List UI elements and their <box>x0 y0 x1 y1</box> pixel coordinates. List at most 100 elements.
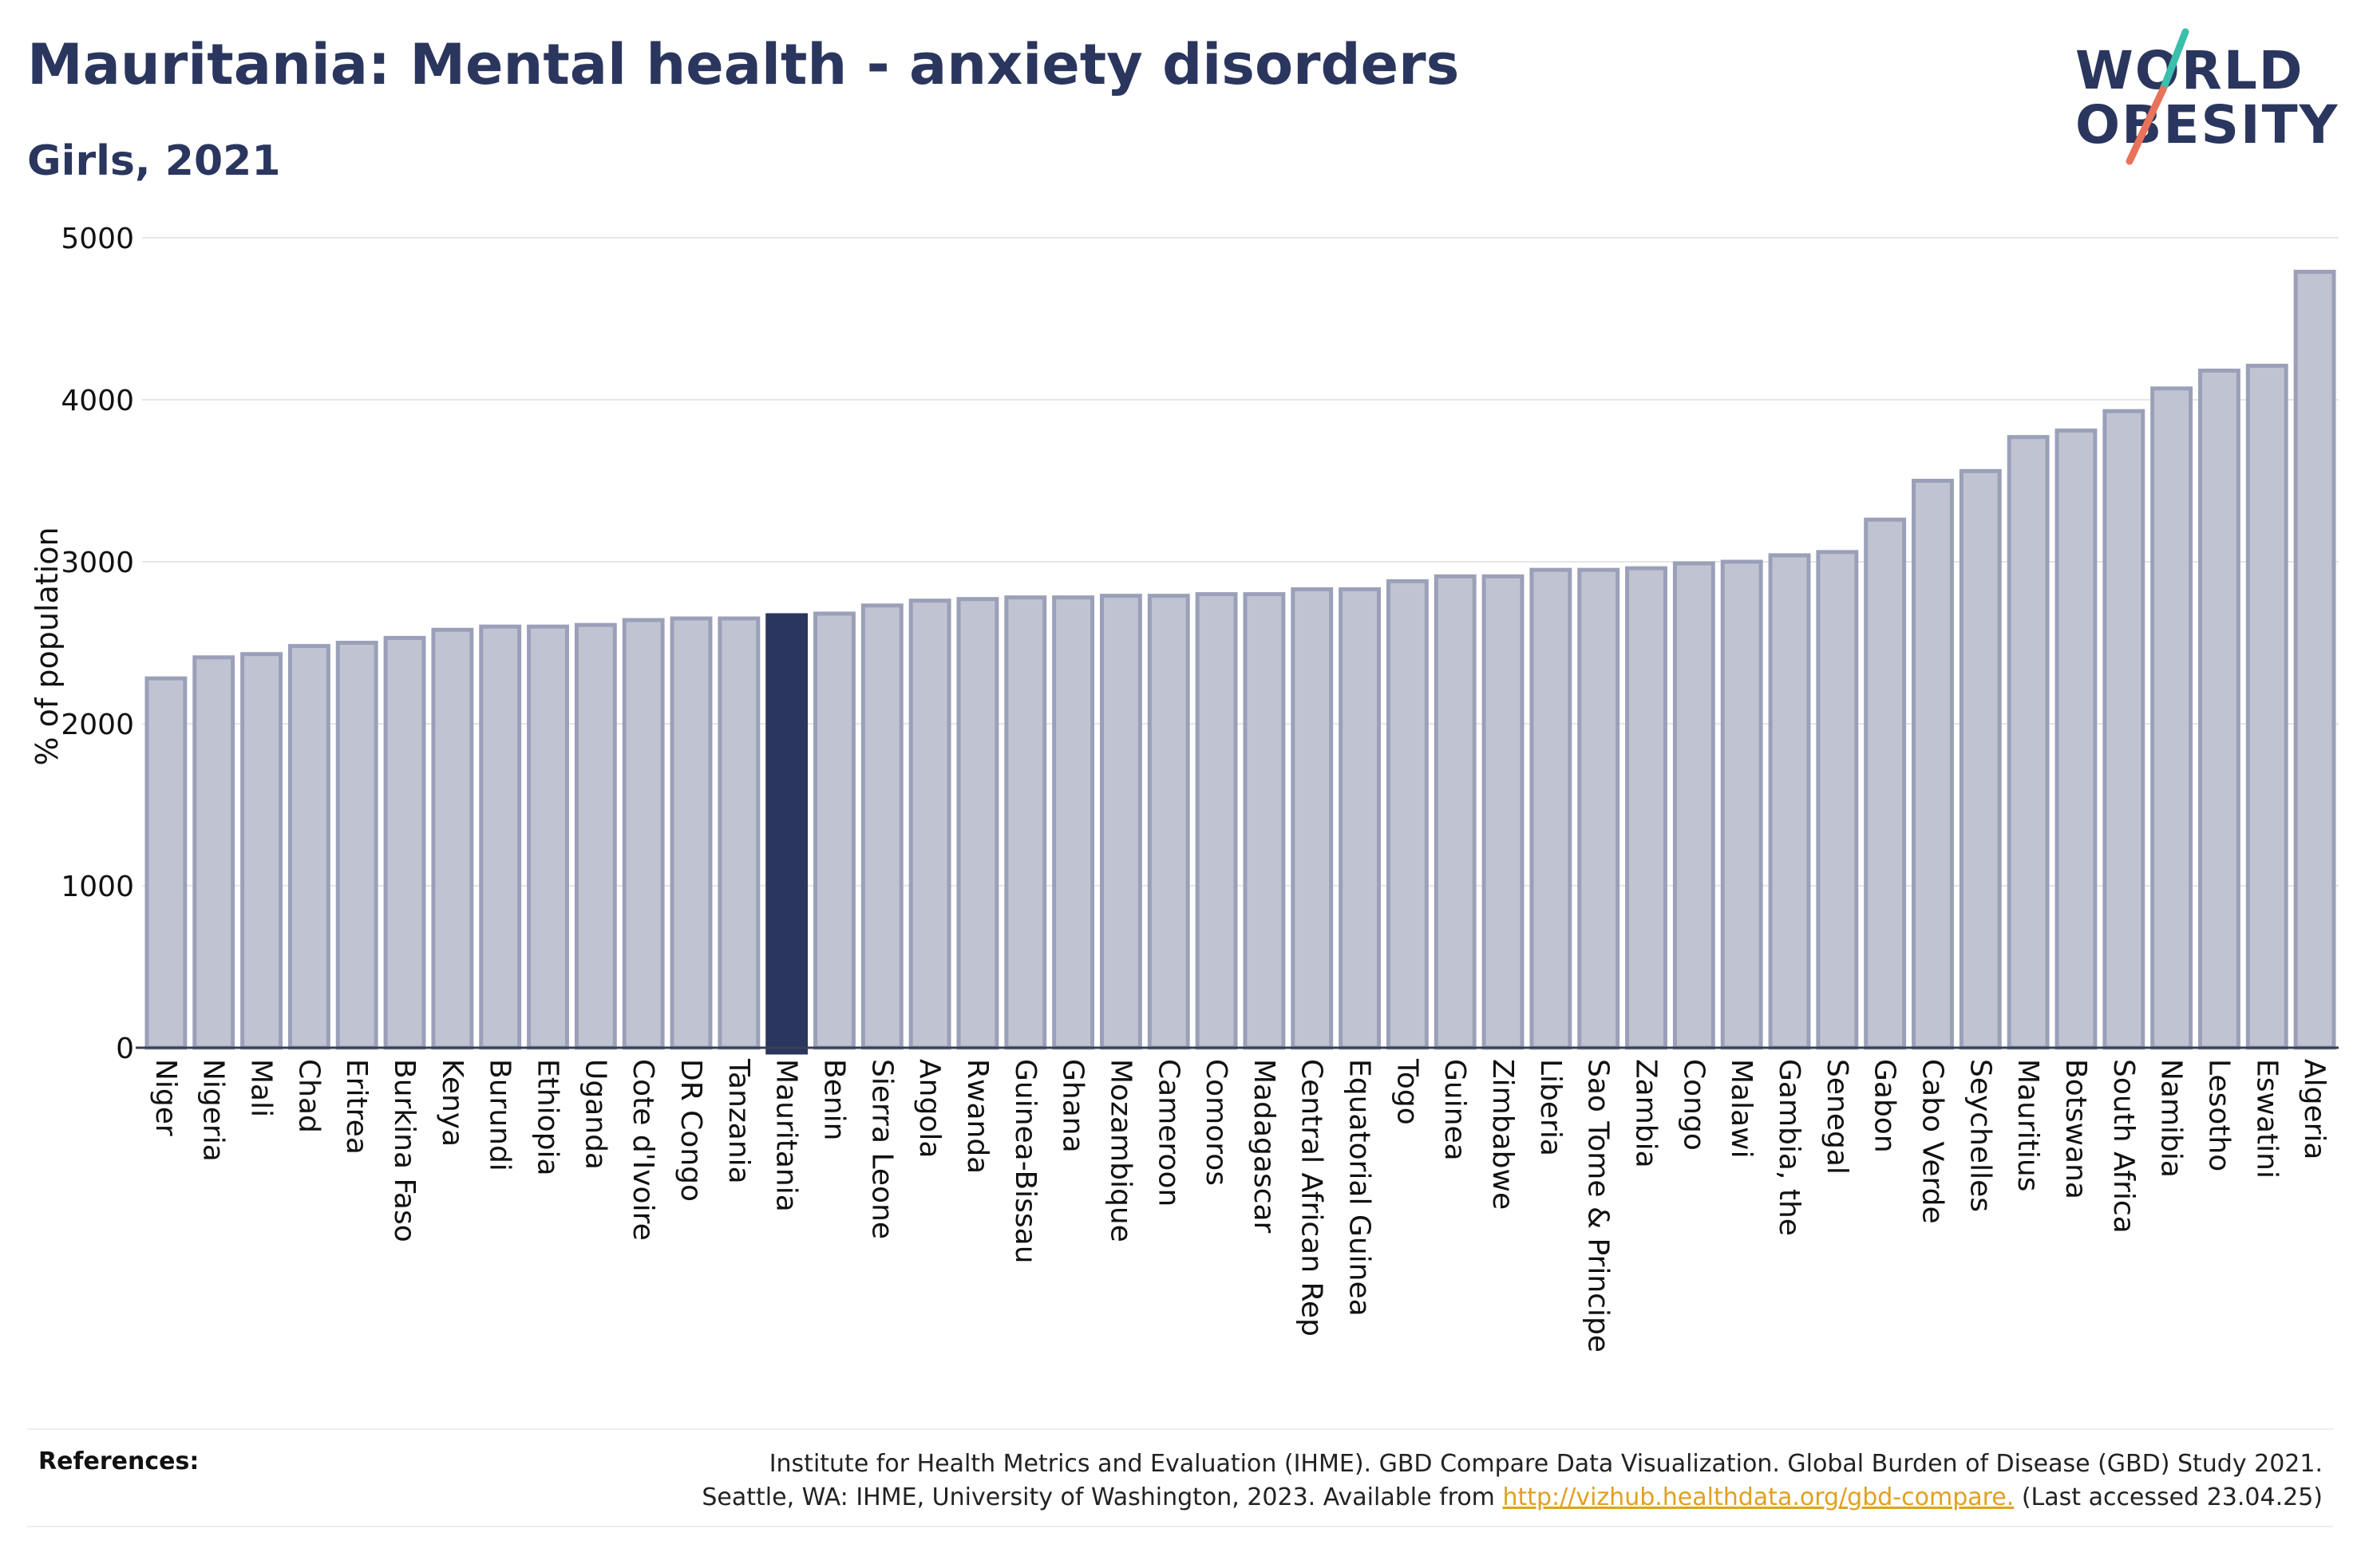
bar <box>1959 468 2002 1050</box>
bar <box>1147 594 1190 1050</box>
logo-word-obesity: OBESITY <box>2075 94 2339 156</box>
bar-chart: 0 1000 2000 3000 4000 5000 % of population Ni… <box>30 223 2339 1353</box>
bar <box>287 644 330 1050</box>
bar <box>860 603 904 1050</box>
bar <box>718 616 761 1050</box>
bar <box>2293 270 2336 1050</box>
bar <box>335 641 378 1050</box>
bar <box>1768 553 1811 1050</box>
references-link[interactable]: http://vizhub.healthdata.org/gbd-compare… <box>1502 1483 2015 1511</box>
x-axis-ticks: Niger Nigeria Mali Chad Eritrea Burkina Faso K… <box>149 1058 2331 1353</box>
x-tick-label: Mauritius <box>2011 1059 2044 1191</box>
x-tick-label: Equatorial Guinea <box>1343 1059 1376 1317</box>
y-tick-label: 4000 <box>61 385 134 417</box>
bar <box>1339 587 1381 1050</box>
bar <box>1720 559 1763 1050</box>
x-tick-label: South Africa <box>2107 1059 2140 1234</box>
y-tick-label: 1000 <box>61 871 134 903</box>
x-tick-label: Eswatini <box>2250 1059 2283 1179</box>
chart-subtitle: Girls, 2021 <box>27 137 281 185</box>
x-tick-label: Lesotho <box>2202 1059 2235 1171</box>
bar <box>956 597 999 1050</box>
bar <box>1291 587 1334 1050</box>
x-tick-label: Eritrea <box>340 1059 373 1155</box>
y-tick-label: 3000 <box>61 547 134 579</box>
x-tick-label: Tanzania <box>722 1058 755 1184</box>
bar <box>765 613 809 1055</box>
bar <box>1004 595 1047 1050</box>
bar <box>2198 368 2240 1050</box>
x-tick-label: Angola <box>913 1059 946 1158</box>
references-label: References: <box>38 1448 200 1475</box>
bar <box>1577 567 1620 1050</box>
x-tick-label: Uganda <box>579 1059 611 1170</box>
bar <box>1100 594 1142 1050</box>
x-tick-label: Mali <box>245 1059 278 1117</box>
bar <box>1434 574 1477 1050</box>
x-tick-label: Ghana <box>1057 1059 1090 1153</box>
bar <box>574 622 617 1050</box>
bar <box>1481 574 1525 1050</box>
bar <box>1672 561 1715 1050</box>
bar <box>813 611 856 1050</box>
logo-word-world: WORLD <box>2075 40 2304 101</box>
bar <box>1243 592 1286 1050</box>
x-tick-label: Zimbabwe <box>1486 1059 1519 1210</box>
references-text: Institute for Health Metrics and Evaluat… <box>702 1448 2323 1515</box>
bar <box>1195 592 1238 1050</box>
bar <box>908 598 951 1050</box>
x-tick-label: Rwanda <box>961 1059 994 1174</box>
bar <box>1386 579 1429 1050</box>
chart-title: Mauritania: Mental health - anxiety diso… <box>27 32 1460 97</box>
x-tick-label: Congo <box>1677 1059 1710 1151</box>
x-tick-label: Seychelles <box>1964 1059 1996 1212</box>
bar <box>431 627 474 1050</box>
references-panel: References: Institute for Health Metrics… <box>27 1428 2334 1527</box>
x-tick-label: Senegal <box>1821 1059 1853 1175</box>
x-tick-label: Gambia, the <box>1773 1059 1805 1236</box>
x-tick-label: Mauritania <box>770 1059 803 1212</box>
references-line-2-prefix: Seattle, WA: IHME, University of Washing… <box>702 1483 1503 1511</box>
world-obesity-logo: WORLD OBESITY <box>2075 24 2347 172</box>
x-tick-label: Liberia <box>1534 1059 1567 1156</box>
bars <box>144 270 2336 1055</box>
bar <box>2245 363 2288 1050</box>
x-tick-label: Ethiopia <box>532 1059 564 1176</box>
bar <box>670 616 713 1050</box>
x-tick-label: Central African Rep <box>1295 1059 1328 1337</box>
x-tick-label: Namibia <box>2155 1059 2188 1178</box>
bar <box>2150 386 2193 1050</box>
y-tick-label: 0 <box>116 1033 134 1065</box>
x-tick-label: Mozambique <box>1104 1059 1137 1242</box>
logo-slash-icon <box>2126 28 2189 165</box>
bar <box>1529 567 1572 1050</box>
x-tick-label: Benin <box>817 1059 850 1140</box>
x-tick-label: Botswana <box>2059 1059 2092 1199</box>
x-tick-label: Chad <box>292 1059 325 1133</box>
x-tick-label: Cabo Verde <box>1916 1059 1948 1224</box>
bar <box>1864 517 1907 1050</box>
x-tick-label: Niger <box>149 1059 182 1136</box>
x-tick-label: Malawi <box>1725 1059 1758 1159</box>
references-line-2-suffix: (Last accessed 23.04.25) <box>2014 1483 2323 1511</box>
bar <box>383 635 426 1050</box>
x-tick-label: Cote d'Ivoire <box>627 1059 659 1241</box>
x-tick-label: Kenya <box>436 1059 469 1147</box>
bar <box>1816 550 1859 1050</box>
bar <box>1625 566 1667 1050</box>
x-tick-label: Gabon <box>1869 1059 1901 1153</box>
references-line-1: Institute for Health Metrics and Evaluat… <box>769 1450 2323 1478</box>
x-tick-label: Cameroon <box>1152 1059 1184 1207</box>
bar <box>1912 479 1954 1050</box>
bar <box>240 652 283 1050</box>
bar <box>527 624 569 1050</box>
bar <box>144 676 188 1050</box>
y-tick-label: 2000 <box>61 709 134 741</box>
x-tick-label: Guinea-Bissau <box>1009 1059 1042 1264</box>
x-tick-label: Sierra Leone <box>865 1059 898 1239</box>
x-tick-label: Togo <box>1390 1058 1423 1125</box>
x-tick-label: Nigeria <box>197 1059 230 1162</box>
x-tick-label: Guinea <box>1438 1059 1471 1161</box>
bar <box>2102 409 2145 1050</box>
y-tick-label: 5000 <box>61 223 134 255</box>
